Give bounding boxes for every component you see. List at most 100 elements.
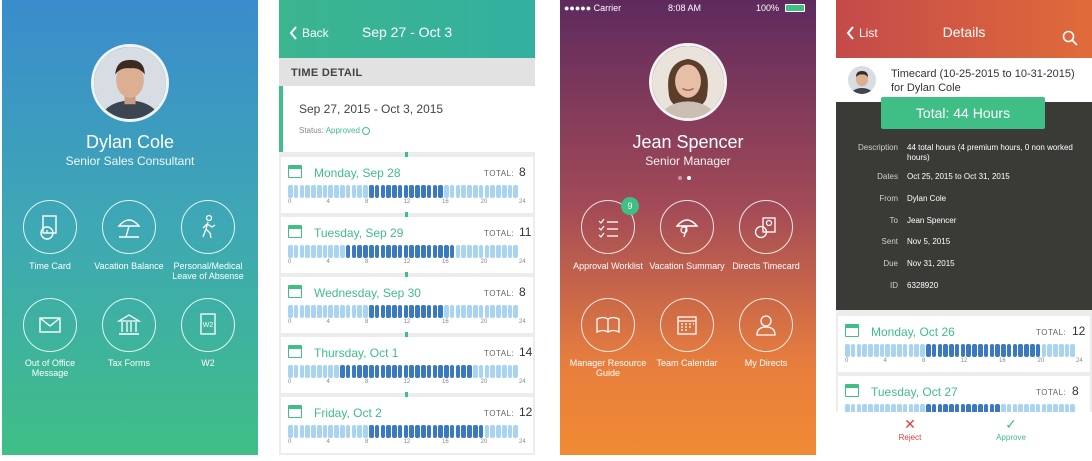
hour-bar-active <box>1024 344 1029 357</box>
detail-value: Oct 25, 2015 to Oct 31, 2015 <box>907 172 1010 181</box>
day-card[interactable]: Tuesday, Sep 29 TOTAL: 11 0 4 8 12 16 20 24 <box>281 217 533 273</box>
hour-bar-active <box>426 245 432 258</box>
hour-bar-active <box>403 185 409 198</box>
hour-bar <box>1001 404 1006 417</box>
w2-button[interactable]: W2 <box>181 298 235 352</box>
hour-bar-active <box>954 404 960 417</box>
reject-label: Reject <box>898 433 922 442</box>
hour-bar-active <box>380 365 386 378</box>
hour-bar <box>328 305 334 318</box>
tick-label: 4 <box>326 439 330 445</box>
detail-value: 6328920 <box>907 281 939 290</box>
hour-bar <box>873 344 879 357</box>
hour-bar <box>496 365 501 378</box>
hour-bar-active <box>386 425 391 438</box>
day-card[interactable]: Monday, Sep 28 TOTAL: 8 0 4 8 12 16 20 24 <box>281 157 533 213</box>
beach-umbrella-icon <box>117 219 141 238</box>
approval-worklist-button[interactable] <box>581 200 635 254</box>
hour-bar-active <box>340 365 345 378</box>
hour-bars <box>845 344 1076 357</box>
manager-resource-guide-button[interactable] <box>581 298 635 352</box>
hour-bar <box>461 185 467 198</box>
hour-bar-active <box>983 404 989 417</box>
hour-bar <box>340 185 345 198</box>
timecard-header: Timecard (10-25-2015 to 10-31-2015) for … <box>836 58 1092 102</box>
hour-bar-active <box>995 404 1000 417</box>
hour-bar-active <box>989 344 995 357</box>
tick-label: 0 <box>288 319 292 325</box>
hour-bar <box>885 344 891 357</box>
hour-bar-active <box>977 344 983 357</box>
page-dot-active[interactable] <box>687 176 691 180</box>
hour-bar-active <box>972 344 977 357</box>
user-name: Dylan Cole <box>85 132 175 152</box>
my-directs-button[interactable] <box>739 298 793 352</box>
reject-button[interactable]: ✕ Reject <box>880 416 940 442</box>
hour-bar <box>288 185 293 198</box>
time-card-button[interactable] <box>23 200 77 254</box>
manager-resource-guide-label: Manager Resource Guide <box>569 358 647 378</box>
tick-label: 24 <box>519 439 526 445</box>
battery-icon <box>785 4 805 12</box>
hour-bar <box>357 425 362 438</box>
hour-bar-active <box>954 344 960 357</box>
hour-bar-active <box>368 305 374 318</box>
total-value: 8 <box>519 165 526 179</box>
hour-bar <box>902 344 908 357</box>
hour-bar <box>914 404 919 417</box>
back-button[interactable]: List <box>846 26 878 40</box>
leave-of-absence-button[interactable] <box>181 200 235 254</box>
page-indicator[interactable] <box>678 176 691 180</box>
hour-bar-active <box>415 305 420 318</box>
hour-bar-active <box>925 344 931 357</box>
vacation-summary-button[interactable] <box>660 200 714 254</box>
back-button[interactable]: Back <box>289 26 329 40</box>
hour-bar <box>501 365 507 378</box>
hour-bar-active <box>368 185 374 198</box>
directs-timecard-button[interactable] <box>739 200 793 254</box>
hour-bar-active <box>438 305 443 318</box>
hour-bar <box>444 185 449 198</box>
envelope-icon <box>39 317 61 333</box>
hour-bar-active <box>432 185 438 198</box>
hour-bar-active <box>444 425 449 438</box>
day-card[interactable]: Friday, Oct 2 TOTAL: 12 0 4 8 12 16 20 24 <box>281 397 533 453</box>
hour-bar <box>1058 344 1064 357</box>
day-card[interactable]: Wednesday, Sep 30 TOTAL: 8 0 4 8 12 16 20 24 <box>281 277 533 333</box>
hour-bar <box>351 425 357 438</box>
checklist-icon <box>598 218 618 238</box>
hour-bar <box>850 344 856 357</box>
hour-bar-active <box>995 344 1000 357</box>
hour-bar-active <box>949 404 954 417</box>
hour-ticks: 0 4 8 12 16 20 24 <box>288 259 526 267</box>
approve-button[interactable]: ✓ Approve <box>981 416 1041 442</box>
day-card[interactable]: Monday, Oct 26 TOTAL: 12 0 4 8 12 16 20 24 <box>838 316 1090 372</box>
total-label: TOTAL: <box>484 229 515 238</box>
total-hours-button[interactable]: Total: 44 Hours <box>881 97 1045 129</box>
day-card[interactable]: Thursday, Oct 1 TOTAL: 14 0 4 8 12 16 20 24 <box>281 337 533 393</box>
status-label: Status: <box>299 126 324 135</box>
hour-bar-active <box>345 365 351 378</box>
vacation-balance-button[interactable] <box>102 200 156 254</box>
hour-bar <box>496 245 501 258</box>
page-dot[interactable] <box>678 176 682 180</box>
hour-bar-active <box>403 425 409 438</box>
hour-bar <box>891 404 896 417</box>
man-portrait-icon <box>94 47 166 119</box>
svg-text:W2: W2 <box>203 322 214 329</box>
hour-bars <box>288 305 519 318</box>
out-of-office-label: Out of Office Message <box>24 358 76 378</box>
check-circle-icon <box>362 126 371 135</box>
hour-bar <box>478 305 484 318</box>
total-label: TOTAL: <box>484 289 515 298</box>
tax-forms-button[interactable] <box>102 298 156 352</box>
search-icon[interactable] <box>1062 30 1078 46</box>
total-value: 12 <box>519 405 533 419</box>
out-of-office-button[interactable] <box>23 298 77 352</box>
hour-bar-active <box>420 365 426 378</box>
hour-bar-active <box>415 425 420 438</box>
team-calendar-button[interactable] <box>660 298 714 352</box>
hour-bar <box>299 245 305 258</box>
hour-bar <box>363 425 368 438</box>
avatar <box>649 43 727 121</box>
